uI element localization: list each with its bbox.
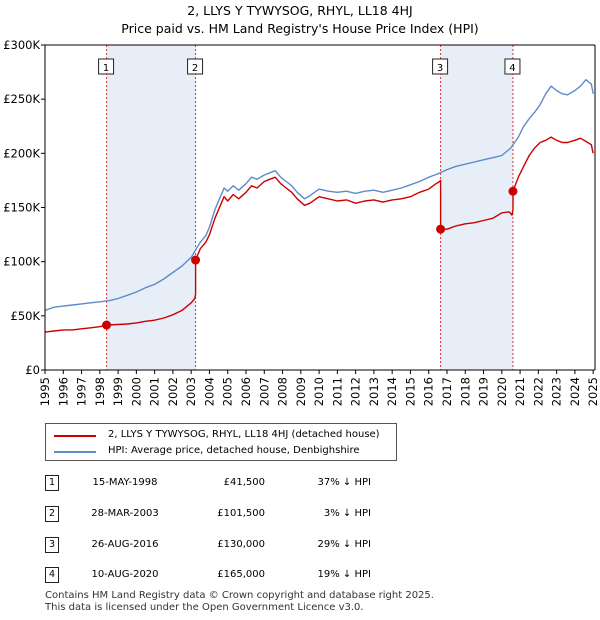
x-tick-label: 2023 bbox=[550, 377, 564, 406]
sale-number-text: 1 bbox=[103, 63, 109, 74]
sale-number-box bbox=[432, 58, 449, 75]
x-tick-label: 2006 bbox=[239, 377, 253, 406]
y-tick-label: £250K bbox=[3, 92, 40, 106]
x-tick-label: 2016 bbox=[422, 377, 436, 406]
transaction-hpi-diff: 29% ↓ HPI bbox=[317, 539, 371, 550]
x-tick-label: 2020 bbox=[495, 377, 509, 406]
x-tick-label: 2005 bbox=[221, 377, 235, 406]
sale-point bbox=[102, 320, 112, 330]
sale-points bbox=[102, 186, 518, 330]
legend-swatch-hpi bbox=[54, 451, 96, 453]
legend: 2, LLYS Y TYWYSOG, RHYL, LL18 4HJ (detac… bbox=[45, 423, 397, 461]
sale-number-text: 2 bbox=[192, 63, 198, 74]
x-tick-label: 2001 bbox=[148, 377, 162, 406]
sale-point bbox=[508, 186, 518, 196]
y-tick-label: £0 bbox=[25, 363, 40, 377]
x-tick-label: 2011 bbox=[330, 377, 344, 406]
sale-number-text: 3 bbox=[437, 63, 443, 74]
shaded-range bbox=[106, 45, 196, 370]
transaction-number: 2 bbox=[45, 506, 59, 522]
x-tick-label: 2019 bbox=[477, 377, 491, 406]
x-tick-label: 2004 bbox=[202, 377, 216, 406]
transaction-row: 4 10-AUG-2020 £165,000 19% ↓ HPI bbox=[45, 567, 445, 585]
transaction-price: £165,000 bbox=[217, 569, 265, 580]
transaction-hpi-diff: 37% ↓ HPI bbox=[317, 477, 371, 488]
transaction-row: 3 26-AUG-2016 £130,000 29% ↓ HPI bbox=[45, 537, 445, 555]
x-tick-label: 2018 bbox=[458, 377, 472, 406]
x-tick-label: 2024 bbox=[568, 377, 582, 406]
x-tick-label: 1997 bbox=[75, 377, 89, 406]
sale-number-box bbox=[187, 58, 204, 75]
x-tick-label: 2015 bbox=[403, 377, 417, 406]
series-lines bbox=[44, 78, 594, 333]
y-tick-label: £300K bbox=[3, 38, 40, 52]
x-tick-label: 1995 bbox=[38, 377, 52, 406]
sale-number-text: 4 bbox=[509, 63, 515, 74]
footer-copyright: Contains HM Land Registry data © Crown c… bbox=[45, 590, 434, 601]
sale-point bbox=[191, 255, 201, 265]
x-tick-label: 1998 bbox=[93, 377, 107, 406]
x-tick-label: 2025 bbox=[586, 377, 600, 406]
transaction-number: 3 bbox=[45, 537, 59, 553]
x-tick-label: 2009 bbox=[294, 377, 308, 406]
property-price-line bbox=[44, 136, 594, 333]
transaction-date: 26-AUG-2016 bbox=[91, 539, 159, 550]
legend-label-property: 2, LLYS Y TYWYSOG, RHYL, LL18 4HJ (detac… bbox=[108, 429, 380, 440]
sale-number-labels: 1 2 3 4 bbox=[98, 58, 521, 75]
legend-swatch-property bbox=[54, 435, 96, 437]
transaction-price: £41,500 bbox=[223, 477, 265, 488]
transaction-row: 1 15-MAY-1998 £41,500 37% ↓ HPI bbox=[45, 475, 445, 493]
transaction-row: 2 28-MAR-2003 £101,500 3% ↓ HPI bbox=[45, 506, 445, 524]
sale-point bbox=[436, 224, 446, 234]
shaded-ownership-periods bbox=[106, 45, 513, 370]
shaded-range bbox=[440, 45, 513, 370]
y-tick-label: £100K bbox=[3, 255, 40, 269]
chart-title-line-1: 2, LLYS Y TYWYSOG, RHYL, LL18 4HJ bbox=[187, 3, 412, 18]
x-tick-label: 2007 bbox=[257, 377, 271, 406]
sale-number-box bbox=[98, 58, 115, 75]
hpi-line bbox=[44, 78, 594, 312]
y-tick-label: £200K bbox=[3, 146, 40, 160]
x-tick-label: 2014 bbox=[385, 377, 399, 406]
x-tick-label: 2002 bbox=[166, 377, 180, 406]
transaction-hpi-diff: 3% ↓ HPI bbox=[323, 508, 371, 519]
transaction-date: 28-MAR-2003 bbox=[91, 508, 159, 519]
legend-label-hpi: HPI: Average price, detached house, Denb… bbox=[108, 445, 360, 456]
x-tick-label: 1999 bbox=[111, 377, 125, 406]
transaction-number: 4 bbox=[45, 567, 59, 583]
y-tick-label: £50K bbox=[11, 309, 41, 323]
sale-number-box bbox=[504, 58, 521, 75]
x-tick-label: 2017 bbox=[440, 377, 454, 406]
transaction-number: 1 bbox=[45, 475, 59, 491]
x-tick-label: 2010 bbox=[312, 377, 326, 406]
x-tick-label: 2013 bbox=[367, 377, 381, 406]
transaction-date: 10-AUG-2020 bbox=[91, 569, 159, 580]
footer-licence: This data is licensed under the Open Gov… bbox=[45, 602, 364, 613]
x-tick-label: 2012 bbox=[349, 377, 363, 406]
y-tick-label: £150K bbox=[3, 201, 40, 215]
transaction-price: £130,000 bbox=[217, 539, 265, 550]
chart-title-line-2: Price paid vs. HM Land Registry's House … bbox=[121, 21, 478, 36]
x-tick-label: 1996 bbox=[56, 377, 70, 406]
x-tick-label: 2022 bbox=[531, 377, 545, 406]
axes: £0 £50K £100K £150K £200K £250K £300K 1995 1996 1… bbox=[3, 38, 600, 406]
x-tick-label: 2021 bbox=[513, 377, 527, 406]
x-tick-label: 2008 bbox=[276, 377, 290, 406]
transaction-hpi-diff: 19% ↓ HPI bbox=[317, 569, 371, 580]
transaction-price: £101,500 bbox=[217, 508, 265, 519]
x-tick-label: 2003 bbox=[184, 377, 198, 406]
transaction-date: 15-MAY-1998 bbox=[92, 477, 158, 488]
x-tick-label: 2000 bbox=[129, 377, 143, 406]
